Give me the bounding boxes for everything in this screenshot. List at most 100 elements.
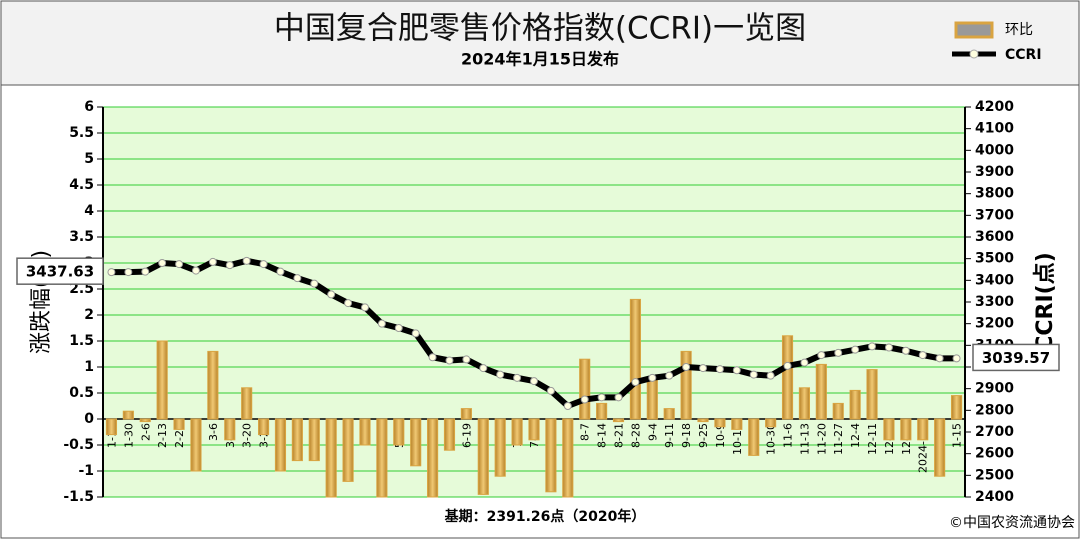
value-label: 3437.63 bbox=[26, 263, 94, 281]
bar bbox=[410, 418, 422, 467]
line-marker bbox=[411, 329, 420, 338]
x-tick-label: 11-6 bbox=[782, 423, 795, 448]
x-tick-label: 6-19 bbox=[460, 423, 473, 448]
bar bbox=[781, 335, 794, 420]
bar bbox=[443, 418, 456, 451]
line-marker bbox=[242, 256, 251, 265]
line-marker bbox=[124, 268, 133, 277]
x-tick-label: 1-15 bbox=[951, 423, 964, 448]
y2-tick-label: 3600 bbox=[975, 229, 1014, 245]
bar bbox=[731, 418, 743, 430]
y-tick-label: 2.5 bbox=[69, 281, 94, 297]
line-marker bbox=[597, 393, 606, 402]
line-marker bbox=[766, 371, 775, 380]
legend-marker bbox=[969, 49, 979, 59]
line-marker bbox=[259, 260, 268, 269]
subtitle: 2024年1月15日发布 bbox=[461, 50, 619, 69]
bar bbox=[342, 418, 354, 482]
bar bbox=[596, 402, 608, 420]
x-tick-label: 8-14 bbox=[596, 423, 609, 448]
line-marker bbox=[479, 364, 488, 373]
y2-tick-label: 2900 bbox=[975, 381, 1014, 397]
line-marker bbox=[563, 402, 572, 410]
line-marker bbox=[800, 358, 809, 367]
value-label-box bbox=[16, 257, 104, 285]
bar bbox=[646, 376, 658, 420]
line-marker bbox=[749, 370, 758, 379]
bar bbox=[494, 418, 506, 477]
line-marker bbox=[817, 351, 826, 360]
y2-tick-label: 3500 bbox=[975, 251, 1014, 267]
bar bbox=[105, 418, 118, 436]
y-tick-label: -1.5 bbox=[63, 489, 94, 505]
bar bbox=[291, 418, 303, 462]
y-tick-label: 4.5 bbox=[69, 177, 94, 193]
bar bbox=[139, 418, 151, 423]
y2-tick-label: 2600 bbox=[975, 446, 1014, 462]
value-label-box bbox=[972, 343, 1060, 372]
line-marker bbox=[851, 345, 860, 354]
x-tick-label: 11-20 bbox=[815, 423, 828, 455]
x-tick-label: 9-18 bbox=[680, 423, 693, 448]
x-tick-label: 8-21 bbox=[613, 423, 626, 448]
y-tick-label: 6 bbox=[84, 99, 94, 115]
x-tick-label: 11-27 bbox=[832, 423, 845, 455]
y2-tick-label: 4000 bbox=[975, 142, 1014, 158]
y-tick-label: 4 bbox=[84, 203, 94, 219]
y-tick-label: 5.5 bbox=[69, 125, 94, 141]
bar bbox=[224, 418, 236, 441]
line-marker bbox=[445, 356, 454, 365]
line-marker bbox=[530, 377, 538, 386]
bar bbox=[257, 418, 270, 436]
line-marker bbox=[834, 348, 843, 357]
line-marker bbox=[901, 346, 910, 355]
y-tick-label: 0.5 bbox=[69, 385, 94, 401]
line-marker bbox=[935, 354, 944, 363]
x-tick-label: 3-6 bbox=[207, 423, 220, 441]
x-tick-label: 9-11 bbox=[663, 423, 676, 448]
y-tick-label: -1 bbox=[78, 463, 94, 479]
y2-tick-label: 2800 bbox=[975, 402, 1014, 418]
line-marker bbox=[546, 386, 555, 395]
line-marker bbox=[682, 363, 691, 371]
bar bbox=[579, 358, 591, 420]
bar bbox=[545, 418, 557, 493]
x-tick-label: 10-9 bbox=[714, 423, 727, 448]
line-marker bbox=[952, 354, 961, 363]
y2-tick-label: 3200 bbox=[975, 316, 1014, 332]
line-marker bbox=[191, 266, 200, 275]
bar bbox=[950, 395, 963, 420]
bar bbox=[900, 418, 912, 441]
bar bbox=[917, 418, 929, 441]
bar bbox=[934, 418, 946, 477]
line-marker bbox=[580, 395, 589, 404]
bar bbox=[477, 418, 489, 495]
bar bbox=[274, 418, 287, 472]
line-marker bbox=[310, 279, 319, 288]
bar bbox=[308, 418, 320, 462]
bar bbox=[528, 418, 540, 441]
bar bbox=[883, 418, 895, 441]
legend-bar-icon bbox=[954, 21, 994, 39]
bar bbox=[190, 418, 202, 472]
y-tick-label: 0 bbox=[84, 411, 94, 427]
bar bbox=[612, 418, 625, 423]
line-marker bbox=[884, 343, 893, 352]
bar bbox=[376, 418, 388, 498]
x-tick-label: 12-4 bbox=[849, 423, 862, 448]
y2-tick-label: 3300 bbox=[975, 294, 1014, 310]
y2-tick-label: 2400 bbox=[975, 489, 1014, 505]
line-marker bbox=[868, 342, 877, 351]
x-tick-label: 1-30 bbox=[122, 423, 135, 448]
y-tick-label: 1.5 bbox=[69, 333, 94, 349]
line-marker bbox=[107, 268, 116, 277]
x-tick-label: 9-4 bbox=[646, 423, 659, 441]
source: ©中国农资流通协会 bbox=[949, 515, 1075, 531]
header bbox=[0, 0, 1080, 86]
line-marker bbox=[631, 378, 640, 387]
bar bbox=[866, 369, 878, 420]
bar bbox=[325, 418, 337, 498]
line-marker bbox=[699, 364, 708, 373]
line-marker bbox=[225, 261, 234, 270]
